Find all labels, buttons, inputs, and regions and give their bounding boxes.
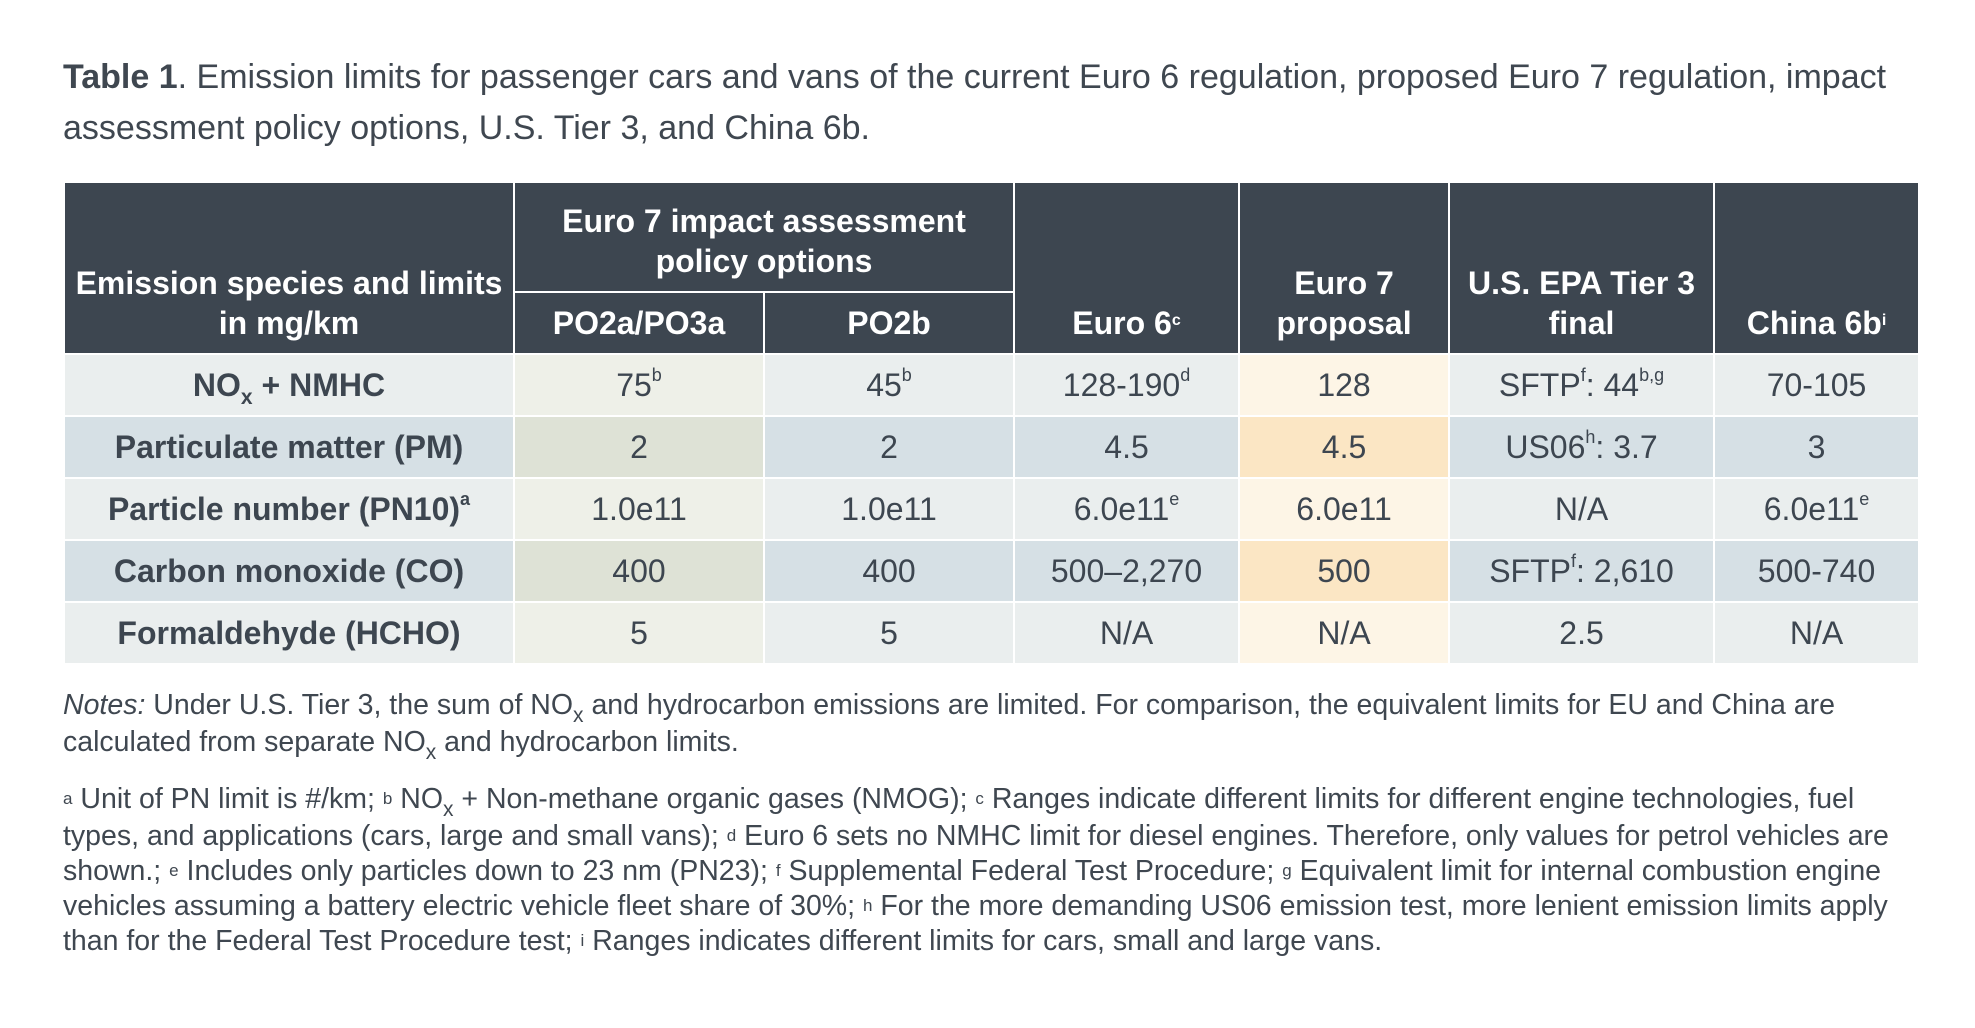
cell-us-tier3: US06h: 3.7 [1448,415,1716,479]
row-label: Particulate matter (PM) [63,415,515,479]
cell-po2b: 2 [762,415,1016,479]
header-euro7-proposal: Euro 7 proposal [1238,181,1451,355]
footnotes-paragraph: a Unit of PN limit is #/km; b NOx + Non-… [63,783,1889,957]
cell-po2a-po3a: 1.0e11 [513,477,765,541]
cell-po2a-po3a: 5 [513,601,765,665]
footnote-marker: d [726,826,737,845]
footnote-marker: f [775,861,781,880]
footnote-marker: e [169,861,179,880]
row-label: Particle number (PN10)a [63,477,515,541]
cell-euro6: 6.0e11e [1013,477,1241,541]
cell-china6b: 70-105 [1713,353,1921,417]
table-row: Formaldehyde (HCHO) 5 5 N/A N/A 2.5 N/A [63,601,1921,665]
table-row: NOx + NMHC 75b 45b 128-190d 128 SFTPf: 44b,g 7… [63,353,1921,417]
cell-euro6: 500–2,270 [1013,539,1241,603]
table-row: Carbon monoxide (CO) 400 400 500–2,270 500 SF… [63,539,1921,603]
cell-euro7: 500 [1238,539,1451,603]
table-caption: Table 1. Emission limits for passenger c… [63,52,1923,154]
header-policy-options-group: Euro 7 impact assessment policy options [512,181,1016,293]
cell-euro7: 6.0e11 [1238,477,1451,541]
caption-text: . Emission limits for passenger cars and… [63,58,1887,147]
cell-us-tier3: SFTPf: 2,610 [1448,539,1716,603]
cell-po2b: 5 [762,601,1016,665]
cell-china6b: 3 [1713,415,1921,479]
cell-po2a-po3a: 75b [513,353,765,417]
cell-euro6: N/A [1013,601,1241,665]
cell-china6b: 6.0e11e [1713,477,1921,541]
footnote-marker: a [63,789,73,808]
row-label: Carbon monoxide (CO) [63,539,515,603]
cell-us-tier3: SFTPf: 44b,g [1448,353,1716,417]
cell-po2b: 400 [762,539,1016,603]
emission-limits-table: Emission species and limits in mg/km Eur… [63,181,1921,665]
cell-china6b: N/A [1713,601,1921,665]
footnote-marker: g [1282,861,1292,880]
cell-po2b: 45b [762,353,1016,417]
cell-po2a-po3a: 400 [513,539,765,603]
cell-china6b: 500-740 [1713,539,1921,603]
notes-paragraph: Notes: Under U.S. Tier 3, the sum of NOx… [63,689,1835,764]
footnote-marker: b [382,789,393,808]
cell-po2a-po3a: 2 [513,415,765,479]
table-row: Particulate matter (PM) 2 2 4.5 4.5 US06h: 3.… [63,415,1921,479]
cell-us-tier3: 2.5 [1448,601,1716,665]
table-notes: Notes: Under U.S. Tier 3, the sum of NOx… [63,688,1913,959]
header-po2a-po3a: PO2a/PO3a [513,290,765,356]
cell-euro7: 4.5 [1238,415,1451,479]
header-po2b: PO2b [762,290,1016,356]
row-label: NOx + NMHC [63,353,515,417]
footnote-marker: c [975,789,984,808]
cell-us-tier3: N/A [1448,477,1716,541]
cell-po2b: 1.0e11 [762,477,1016,541]
table-body: NOx + NMHC 75b 45b 128-190d 128 SFTPf: 44b,g 7… [63,353,1921,665]
row-label: Formaldehyde (HCHO) [63,601,515,665]
header-emission-species: Emission species and limits in mg/km [63,181,515,355]
footnote-marker: h [862,896,873,915]
header-euro6: Euro 6c [1013,181,1241,355]
cell-euro7: N/A [1238,601,1451,665]
header-china-6b: China 6bi [1713,181,1921,355]
footnote-marker: i [580,931,585,950]
cell-euro7: 128 [1238,353,1451,417]
table-row: Particle number (PN10)a 1.0e11 1.0e11 6.0e1… [63,477,1921,541]
header-us-epa-tier3: U.S. EPA Tier 3 final [1448,181,1716,355]
cell-euro6: 4.5 [1013,415,1241,479]
caption-label: Table 1 [63,58,178,96]
cell-euro6: 128-190d [1013,353,1241,417]
